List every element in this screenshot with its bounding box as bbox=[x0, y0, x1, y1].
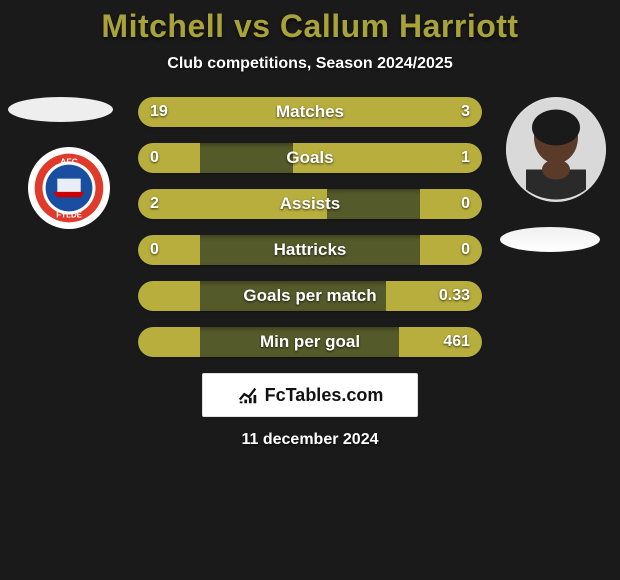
player-left-avatar bbox=[8, 97, 113, 122]
svg-text:AFC: AFC bbox=[60, 157, 78, 167]
stat-fill-left bbox=[138, 281, 200, 311]
subtitle: Club competitions, Season 2024/2025 bbox=[0, 55, 620, 73]
source-brand-text: FcTables.com bbox=[265, 385, 384, 406]
stat-value-right: 461 bbox=[443, 333, 470, 351]
stats-list: 19 3 Matches 0 1 Goals 2 0 Assists 0 0 Hattricks 0.3… bbox=[138, 97, 482, 373]
stat-value-right: 0.33 bbox=[439, 287, 470, 305]
stat-value-left: 2 bbox=[150, 195, 159, 213]
club-left-badge: AFC FYLDE bbox=[28, 147, 110, 229]
svg-text:FYLDE: FYLDE bbox=[56, 211, 82, 220]
stat-value-right: 1 bbox=[461, 149, 470, 167]
stat-fill-left bbox=[138, 97, 403, 127]
player-right-avatar bbox=[506, 97, 606, 202]
stat-row: 0 1 Goals bbox=[138, 143, 482, 173]
stat-fill-right bbox=[420, 235, 482, 265]
stat-value-right: 0 bbox=[461, 195, 470, 213]
club-right-badge bbox=[500, 227, 600, 252]
stat-label: Hattricks bbox=[274, 240, 347, 260]
stat-row: 2 0 Assists bbox=[138, 189, 482, 219]
stat-fill-left bbox=[138, 327, 200, 357]
stat-value-right: 3 bbox=[461, 103, 470, 121]
stat-row: 19 3 Matches bbox=[138, 97, 482, 127]
stat-fill-left bbox=[138, 143, 200, 173]
stat-label: Min per goal bbox=[260, 332, 360, 352]
stat-row: 461 Min per goal bbox=[138, 327, 482, 357]
club-left-icon: AFC FYLDE bbox=[30, 149, 108, 227]
stat-value-right: 0 bbox=[461, 241, 470, 259]
stat-row: 0.33 Goals per match bbox=[138, 281, 482, 311]
chart-icon bbox=[237, 384, 259, 406]
footer-date: 11 december 2024 bbox=[242, 431, 379, 449]
stat-label: Goals bbox=[286, 148, 333, 168]
source-badge: FcTables.com bbox=[202, 373, 418, 417]
stat-row: 0 0 Hattricks bbox=[138, 235, 482, 265]
stat-label: Assists bbox=[280, 194, 340, 214]
stat-value-left: 19 bbox=[150, 103, 168, 121]
stat-value-left: 0 bbox=[150, 241, 159, 259]
stat-label: Matches bbox=[276, 102, 344, 122]
stat-fill-right bbox=[420, 189, 482, 219]
stat-label: Goals per match bbox=[243, 286, 376, 306]
stat-fill-right bbox=[403, 97, 482, 127]
page-title: Mitchell vs Callum Harriott bbox=[0, 8, 620, 45]
stat-fill-left bbox=[138, 235, 200, 265]
stat-value-left: 0 bbox=[150, 149, 159, 167]
